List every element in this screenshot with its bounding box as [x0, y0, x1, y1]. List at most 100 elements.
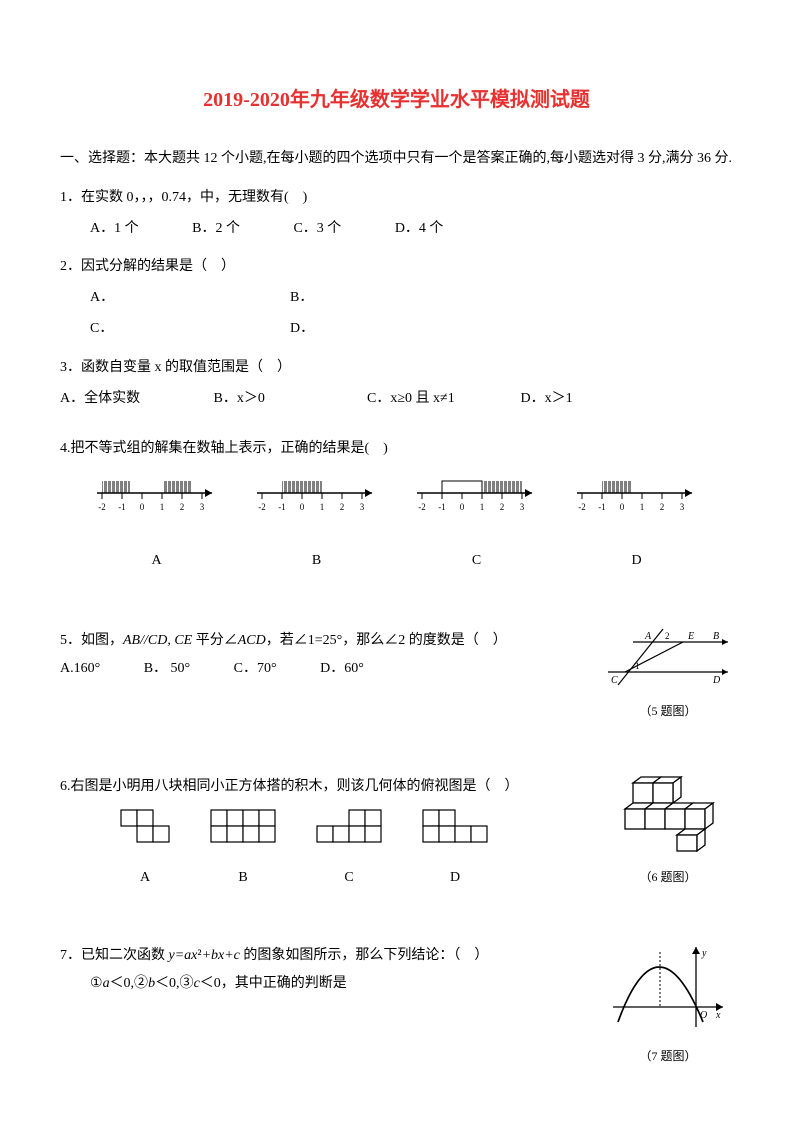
- q6-label-b: B: [210, 864, 276, 892]
- q5-left: 5．如图，AB//CD, CE 平分∠ACD，若∠1=25°，那么∠2 的度数是…: [60, 627, 603, 683]
- q5-options: A.160° B． 50° C．70° D．60°: [60, 655, 603, 683]
- q6-figure: （6 题图）: [603, 773, 733, 889]
- q2-options: A． B． C． D．: [60, 283, 733, 345]
- svg-text:B: B: [713, 631, 719, 642]
- q6-shape-b: B: [210, 809, 276, 892]
- q4-number-lines: -2-10123 A -2-10123 B: [60, 477, 733, 577]
- svg-text:-2: -2: [98, 502, 106, 512]
- q3-opt-a: A．全体实数: [60, 384, 210, 415]
- svg-text:0: 0: [619, 502, 624, 512]
- svg-text:2: 2: [499, 502, 504, 512]
- q2-opt-a: A．: [90, 283, 290, 314]
- q5-opt-b: B． 50°: [144, 655, 190, 683]
- svg-text:1: 1: [639, 502, 644, 512]
- q2-opt-c: C．: [90, 314, 290, 345]
- question-3: 3．函数自变量 x 的取值范围是（ ） A．全体实数 B．x＞0 C．x≥0 且…: [60, 353, 733, 415]
- svg-text:1: 1: [159, 502, 164, 512]
- svg-text:2: 2: [665, 631, 670, 641]
- q7-t2: y=ax: [169, 948, 198, 963]
- q5-t6: ACD: [238, 633, 266, 648]
- svg-text:0: 0: [139, 502, 144, 512]
- q7-left: 7．已知二次函数 y=ax²+bx+c 的图象如图所示，那么下列结论：（ ） ①…: [60, 942, 603, 998]
- svg-text:C: C: [611, 675, 618, 686]
- q7-text-line2: ①a＜0,②b＜0,③c＜0，其中正确的判断是: [60, 970, 603, 998]
- svg-text:0: 0: [459, 502, 464, 512]
- question-4: 4.把不等式组的解集在数轴上表示，正确的结果是( ) -2-10123 A: [60, 434, 733, 576]
- q1-text: 1．在实数 0，，，0.74，中，无理数有( ): [60, 183, 733, 214]
- q4-nl-b-svg: -2-10123: [252, 477, 382, 517]
- svg-text:2: 2: [179, 502, 184, 512]
- q4-nl-d-wrapper: -2-10123 D: [572, 477, 702, 577]
- q7-t5: 的图象如图所示，那么下列结论：（ ）: [240, 948, 489, 963]
- q5-svg: A 2 E B 1 C D: [603, 627, 733, 687]
- svg-text:1: 1: [479, 502, 484, 512]
- svg-text:0: 0: [299, 502, 304, 512]
- q1-options: A．1 个 B．2 个 C．3 个 D．4 个: [60, 214, 733, 245]
- q6-shape-d: D: [422, 809, 488, 892]
- q7-figure: O x y （7 题图）: [603, 942, 733, 1068]
- q6-caption: （6 题图）: [603, 865, 733, 889]
- q1-opt-d: D．4 个: [395, 214, 444, 245]
- q7-caption: （7 题图）: [603, 1044, 733, 1068]
- q4-label-d: D: [572, 546, 702, 577]
- q3-opt-b: B．x＞0: [214, 384, 364, 415]
- q6-label-c: C: [316, 864, 382, 892]
- q4-nl-b-wrapper: -2-10123 B: [252, 477, 382, 577]
- q7-l2c: ＜0,②: [110, 976, 149, 991]
- q7-l2g: ＜0，其中正确的判断是: [200, 976, 347, 991]
- svg-text:3: 3: [359, 502, 364, 512]
- svg-text:2: 2: [339, 502, 344, 512]
- q6-shapes: A B C: [120, 809, 603, 892]
- svg-text:A: A: [644, 631, 652, 642]
- question-5: 5．如图，AB//CD, CE 平分∠ACD，若∠1=25°，那么∠2 的度数是…: [60, 627, 733, 723]
- q7-l2a: ①: [90, 976, 103, 991]
- svg-text:D: D: [712, 675, 721, 686]
- q4-nl-a-wrapper: -2-10123 A: [92, 477, 222, 577]
- q4-nl-c-wrapper: -2-10123 C: [412, 477, 542, 577]
- q7-text-line1: 7．已知二次函数 y=ax²+bx+c 的图象如图所示，那么下列结论：（ ）: [60, 942, 603, 970]
- q4-text: 4.把不等式组的解集在数轴上表示，正确的结果是( ): [60, 434, 733, 465]
- q4-nl-a-svg: -2 -1 0 1 2 3: [92, 477, 222, 517]
- q3-options: A．全体实数 B．x＞0 C．x≥0 且 x≠1 D．x＞1: [60, 384, 733, 415]
- q1-opt-a: A．1 个: [90, 214, 139, 245]
- q2-text: 2．因式分解的结果是（ ）: [60, 252, 733, 283]
- q6-shape-a: A: [120, 809, 170, 892]
- q2-opt-b: B．: [290, 283, 490, 314]
- q4-label-b: B: [252, 546, 382, 577]
- svg-text:1: 1: [635, 661, 640, 671]
- svg-text:y: y: [701, 948, 707, 959]
- q5-caption: （5 题图）: [603, 699, 733, 723]
- svg-text:3: 3: [199, 502, 204, 512]
- svg-text:E: E: [687, 631, 694, 642]
- svg-text:-2: -2: [418, 502, 426, 512]
- q2-opt-d: D．: [290, 314, 490, 345]
- q5-t4: CE: [174, 633, 192, 648]
- q3-text: 3．函数自变量 x 的取值范围是（ ）: [60, 353, 733, 384]
- svg-text:x: x: [715, 1010, 721, 1021]
- q6-text: 6.右图是小明用八块相同小正方体搭的积木，则该几何体的俯视图是（ ）: [60, 773, 603, 801]
- q4-nl-c-svg: -2-10123: [412, 477, 542, 517]
- q5-t5: 平分∠: [192, 633, 238, 648]
- question-6: 6.右图是小明用八块相同小正方体搭的积木，则该几何体的俯视图是（ ） A: [60, 773, 733, 892]
- page-title: 2019-2020年九年级数学学业水平模拟测试题: [60, 80, 733, 120]
- q5-text: 5．如图，AB//CD, CE 平分∠ACD，若∠1=25°，那么∠2 的度数是…: [60, 627, 603, 655]
- q5-figure: A 2 E B 1 C D （5 题图）: [603, 627, 733, 723]
- q1-opt-b: B．2 个: [192, 214, 240, 245]
- svg-text:3: 3: [679, 502, 684, 512]
- svg-text:-2: -2: [258, 502, 266, 512]
- svg-text:-1: -1: [598, 502, 606, 512]
- q7-l2e: ＜0,③: [155, 976, 194, 991]
- q6-svg: [613, 773, 723, 853]
- q7-l2b: a: [103, 976, 110, 991]
- q7-t4: +bx+c: [202, 948, 240, 963]
- svg-text:O: O: [700, 1010, 707, 1021]
- q1-opt-c: C．3 个: [293, 214, 341, 245]
- svg-text:1: 1: [319, 502, 324, 512]
- q5-t1: 5．如图，: [60, 633, 123, 648]
- q5-opt-a: A.160°: [60, 655, 100, 683]
- q6-label-d: D: [422, 864, 488, 892]
- q3-opt-c: C．x≥0 且 x≠1: [367, 384, 517, 415]
- q4-nl-d-svg: -2-10123: [572, 477, 702, 517]
- q6-shape-c: C: [316, 809, 382, 892]
- svg-text:-1: -1: [118, 502, 126, 512]
